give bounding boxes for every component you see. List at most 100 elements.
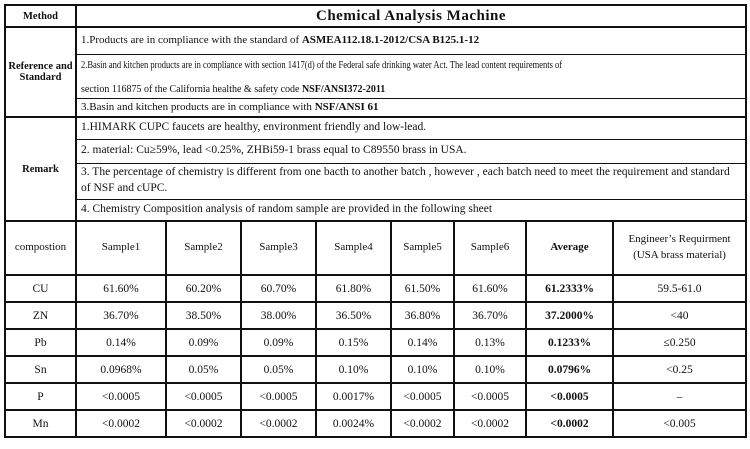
- sample-value: 0.15%: [315, 328, 392, 357]
- sample-value: 0.09%: [165, 328, 242, 357]
- column-header-average: Average: [525, 220, 614, 276]
- table-row-p: P <0.0005 <0.0005 <0.0005 0.0017% <0.000…: [4, 382, 748, 411]
- remark-item-2: 2. material: Cu≥59%, lead <0.25%, ZHBi59…: [75, 138, 748, 164]
- method-row: Method Chemical Analysis Machine: [4, 4, 748, 28]
- sample-value: 60.20%: [165, 274, 242, 303]
- requirement-value: <0.005: [611, 409, 748, 438]
- composition-header-row: compostion Sample1 Sample2 Sample3 Sampl…: [4, 220, 748, 276]
- average-value: 0.0796%: [525, 355, 614, 384]
- column-header-composition: compostion: [4, 220, 77, 276]
- remark-item-4: 4. Chemistry Composition analysis of ran…: [75, 198, 748, 222]
- element-name: Mn: [4, 409, 77, 438]
- sample-value: 36.70%: [453, 301, 527, 330]
- sample-value: 0.05%: [240, 355, 317, 384]
- element-name: Sn: [4, 355, 77, 384]
- chemical-analysis-document-table: Method Chemical Analysis Machine Referen…: [4, 4, 748, 438]
- sample-value: 0.0024%: [315, 409, 392, 438]
- remark-row-2: 2. material: Cu≥59%, lead <0.25%, ZHBi59…: [5, 138, 748, 164]
- reference-item-1-standard: ASMEA112.18.1-2012/CSA B125.1-12: [301, 34, 480, 47]
- sample-value: 0.09%: [240, 328, 317, 357]
- reference-item-3-text: 3.Basin and kitchen products are in comp…: [81, 100, 315, 113]
- sample-value: 0.13%: [453, 328, 527, 357]
- sample-value: 38.00%: [240, 301, 317, 330]
- sample-value: <0.0005: [453, 382, 527, 411]
- sample-value: <0.0005: [390, 382, 455, 411]
- requirement-value: <0.25: [611, 355, 748, 384]
- sample-value: 61.60%: [453, 274, 527, 303]
- sample-value: 36.50%: [315, 301, 392, 330]
- sample-value: 0.10%: [315, 355, 392, 384]
- reference-item-2: 2.Basin and kitchen products are in comp…: [75, 53, 748, 99]
- table-row-zn: ZN 36.70% 38.50% 38.00% 36.50% 36.80% 36…: [4, 301, 748, 330]
- remark-row-3: 3. The percentage of chemistry is differ…: [5, 162, 748, 200]
- sample-value: 0.14%: [390, 328, 455, 357]
- sample-value: 0.0017%: [315, 382, 392, 411]
- sample-value: 61.80%: [315, 274, 392, 303]
- reference-item-1: 1.Products are in compliance with the st…: [75, 26, 748, 55]
- reference-item-1-text: 1.Products are in compliance with the st…: [81, 34, 302, 47]
- element-name: ZN: [4, 301, 77, 330]
- requirement-value: <40: [611, 301, 748, 330]
- reference-standard-label-line1: Reference and: [8, 61, 73, 72]
- reference-row-3: 3.Basin and kitchen products are in comp…: [5, 97, 748, 118]
- reference-item-3-standard: NSF/ANSI 61: [314, 100, 379, 113]
- remark-row-1: Remark 1.HIMARK CUPC faucets are healthy…: [4, 116, 748, 222]
- reference-row-2: 2.Basin and kitchen products are in comp…: [5, 53, 748, 99]
- column-header-sample6: Sample6: [453, 220, 527, 276]
- average-value: 0.1233%: [525, 328, 614, 357]
- table-row-mn: Mn <0.0002 <0.0002 <0.0002 0.0024% <0.00…: [4, 409, 748, 438]
- column-header-requirement-line1: Engineer’s Requirment: [628, 233, 731, 246]
- sample-value: 0.05%: [165, 355, 242, 384]
- reference-row-1: Reference and Standard 1.Products are in…: [4, 26, 748, 118]
- column-header-sample5: Sample5: [390, 220, 455, 276]
- sample-value: 36.70%: [75, 301, 167, 330]
- sample-value: 36.80%: [390, 301, 455, 330]
- sample-value: <0.0002: [240, 409, 317, 438]
- sample-value: 0.10%: [453, 355, 527, 384]
- sample-value: <0.0005: [240, 382, 317, 411]
- average-value: 61.2333%: [525, 274, 614, 303]
- average-value: <0.0002: [525, 409, 614, 438]
- sample-value: 0.14%: [75, 328, 167, 357]
- table-row-pb: Pb 0.14% 0.09% 0.09% 0.15% 0.14% 0.13% 0…: [4, 328, 748, 357]
- reference-item-2-line2: section 116875 of the California healthe…: [81, 83, 741, 97]
- reference-item-2-line2-text: section 116875 of the California healthe…: [81, 84, 302, 95]
- column-header-sample2: Sample2: [165, 220, 242, 276]
- reference-item-2-line1: 2.Basin and kitchen products are in comp…: [81, 59, 563, 71]
- method-label: Method: [4, 4, 77, 28]
- reference-item-2-standard: NSF/ANSI372-2011: [301, 84, 386, 95]
- remark-item-3: 3. The percentage of chemistry is differ…: [75, 162, 748, 200]
- reference-item-3: 3.Basin and kitchen products are in comp…: [75, 97, 748, 118]
- column-header-sample1: Sample1: [75, 220, 167, 276]
- average-value: <0.0005: [525, 382, 614, 411]
- table-row-sn: Sn 0.0968% 0.05% 0.05% 0.10% 0.10% 0.10%…: [4, 355, 748, 384]
- column-header-sample4: Sample4: [315, 220, 392, 276]
- remark-label: Remark: [4, 116, 77, 222]
- requirement-value: ≤0.250: [611, 328, 748, 357]
- element-name: P: [4, 382, 77, 411]
- sample-value: 0.0968%: [75, 355, 167, 384]
- reference-standard-label-line2: Standard: [19, 72, 62, 83]
- reference-standard-label: Reference and Standard: [4, 26, 77, 118]
- remark-item-1: 1.HIMARK CUPC faucets are healthy, envir…: [75, 116, 748, 140]
- sample-value: <0.0002: [453, 409, 527, 438]
- sample-value: <0.0005: [75, 382, 167, 411]
- column-header-requirement-line2: (USA brass material): [633, 249, 726, 261]
- requirement-value: –: [611, 382, 748, 411]
- sample-value: 60.70%: [240, 274, 317, 303]
- sample-value: <0.0002: [75, 409, 167, 438]
- sample-value: <0.0002: [165, 409, 242, 438]
- requirement-value: 59.5-61.0: [611, 274, 748, 303]
- column-header-requirement: Engineer’s Requirment (USA brass materia…: [611, 220, 748, 276]
- remark-row-4: 4. Chemistry Composition analysis of ran…: [5, 198, 748, 222]
- column-header-sample3: Sample3: [240, 220, 317, 276]
- sample-value: 38.50%: [165, 301, 242, 330]
- sample-value: 0.10%: [390, 355, 455, 384]
- sample-value: <0.0002: [390, 409, 455, 438]
- table-row-cu: CU 61.60% 60.20% 60.70% 61.80% 61.50% 61…: [4, 274, 748, 303]
- page-title: Chemical Analysis Machine: [75, 4, 748, 28]
- sample-value: 61.50%: [390, 274, 455, 303]
- average-value: 37.2000%: [525, 301, 614, 330]
- element-name: Pb: [4, 328, 77, 357]
